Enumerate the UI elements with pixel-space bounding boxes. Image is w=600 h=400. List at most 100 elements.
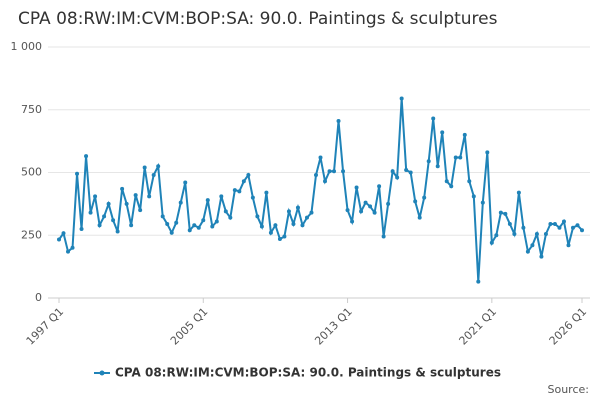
point — [453, 155, 458, 160]
x-tick-label: 2013 Q1 — [312, 305, 355, 348]
point — [548, 221, 553, 226]
point — [214, 219, 219, 224]
point — [354, 185, 359, 190]
point — [57, 237, 61, 242]
point — [368, 204, 373, 209]
point — [336, 119, 341, 124]
point — [165, 221, 170, 226]
x-tick-label: 2005 Q1 — [168, 305, 211, 348]
point — [223, 209, 228, 214]
point — [485, 150, 490, 155]
point — [97, 223, 102, 228]
point — [156, 164, 161, 169]
point — [183, 180, 188, 185]
point — [133, 193, 138, 198]
point — [372, 210, 377, 215]
point — [489, 240, 494, 245]
point — [201, 218, 206, 223]
point — [534, 231, 539, 236]
point — [359, 209, 364, 214]
point — [467, 179, 472, 184]
point — [341, 169, 346, 174]
point — [503, 211, 508, 216]
point — [539, 254, 544, 259]
point — [282, 234, 287, 239]
point — [187, 228, 192, 233]
point — [102, 214, 107, 219]
point — [561, 219, 566, 224]
point — [552, 221, 557, 226]
point — [426, 159, 431, 164]
point — [142, 165, 147, 170]
point — [462, 132, 467, 137]
point — [93, 194, 98, 199]
point — [323, 179, 328, 184]
point — [498, 210, 503, 215]
point — [575, 223, 580, 228]
point — [151, 173, 156, 178]
point — [75, 171, 80, 176]
point — [268, 230, 273, 235]
point — [295, 205, 300, 210]
point — [408, 170, 413, 175]
point — [431, 116, 436, 121]
point — [84, 154, 89, 159]
point — [79, 226, 84, 231]
point — [530, 243, 535, 248]
point — [449, 184, 454, 189]
point — [291, 221, 296, 226]
y-tick-label: 500 — [21, 166, 42, 179]
point — [277, 237, 282, 242]
point — [350, 219, 355, 224]
point — [566, 243, 571, 248]
point — [192, 223, 197, 228]
point — [273, 223, 278, 228]
point — [386, 201, 391, 206]
point — [250, 195, 255, 200]
point — [228, 215, 233, 220]
point — [318, 155, 323, 160]
x-tick-label: 2026 Q1 — [547, 305, 590, 348]
point — [413, 199, 418, 204]
point — [160, 214, 165, 219]
x-tick-label: 2021 Q1 — [457, 305, 500, 348]
point — [381, 234, 386, 239]
point — [70, 245, 75, 250]
y-tick-label: 250 — [21, 228, 42, 241]
point — [363, 200, 368, 205]
point — [120, 186, 125, 191]
legend-label: CPA 08:RW:IM:CVM:BOP:SA: 90.0. Paintings… — [115, 366, 501, 380]
point — [138, 208, 143, 213]
point — [304, 215, 309, 220]
point — [327, 169, 332, 174]
legend-item: CPA 08:RW:IM:CVM:BOP:SA: 90.0. Paintings… — [94, 366, 501, 380]
point — [399, 96, 404, 101]
point — [480, 200, 485, 205]
point — [332, 169, 337, 174]
line — [58, 98, 583, 282]
point — [377, 184, 382, 189]
point — [512, 231, 517, 236]
point — [422, 195, 427, 200]
chart-title: CPA 08:RW:IM:CVM:BOP:SA: 90.0. Paintings… — [18, 9, 498, 29]
point — [237, 189, 242, 194]
point — [300, 223, 305, 228]
point — [174, 220, 179, 225]
point — [404, 167, 409, 172]
point — [557, 225, 562, 230]
point — [264, 190, 269, 195]
point — [435, 164, 440, 169]
point — [570, 225, 575, 230]
point — [395, 175, 400, 180]
point — [525, 249, 530, 254]
point — [115, 229, 120, 234]
point — [516, 190, 521, 195]
point — [440, 130, 445, 135]
point — [178, 200, 183, 205]
point — [255, 214, 260, 219]
point — [129, 223, 134, 228]
y-tick-label: 1 000 — [11, 40, 43, 53]
point — [390, 169, 395, 174]
y-tick-label: 0 — [35, 291, 42, 304]
